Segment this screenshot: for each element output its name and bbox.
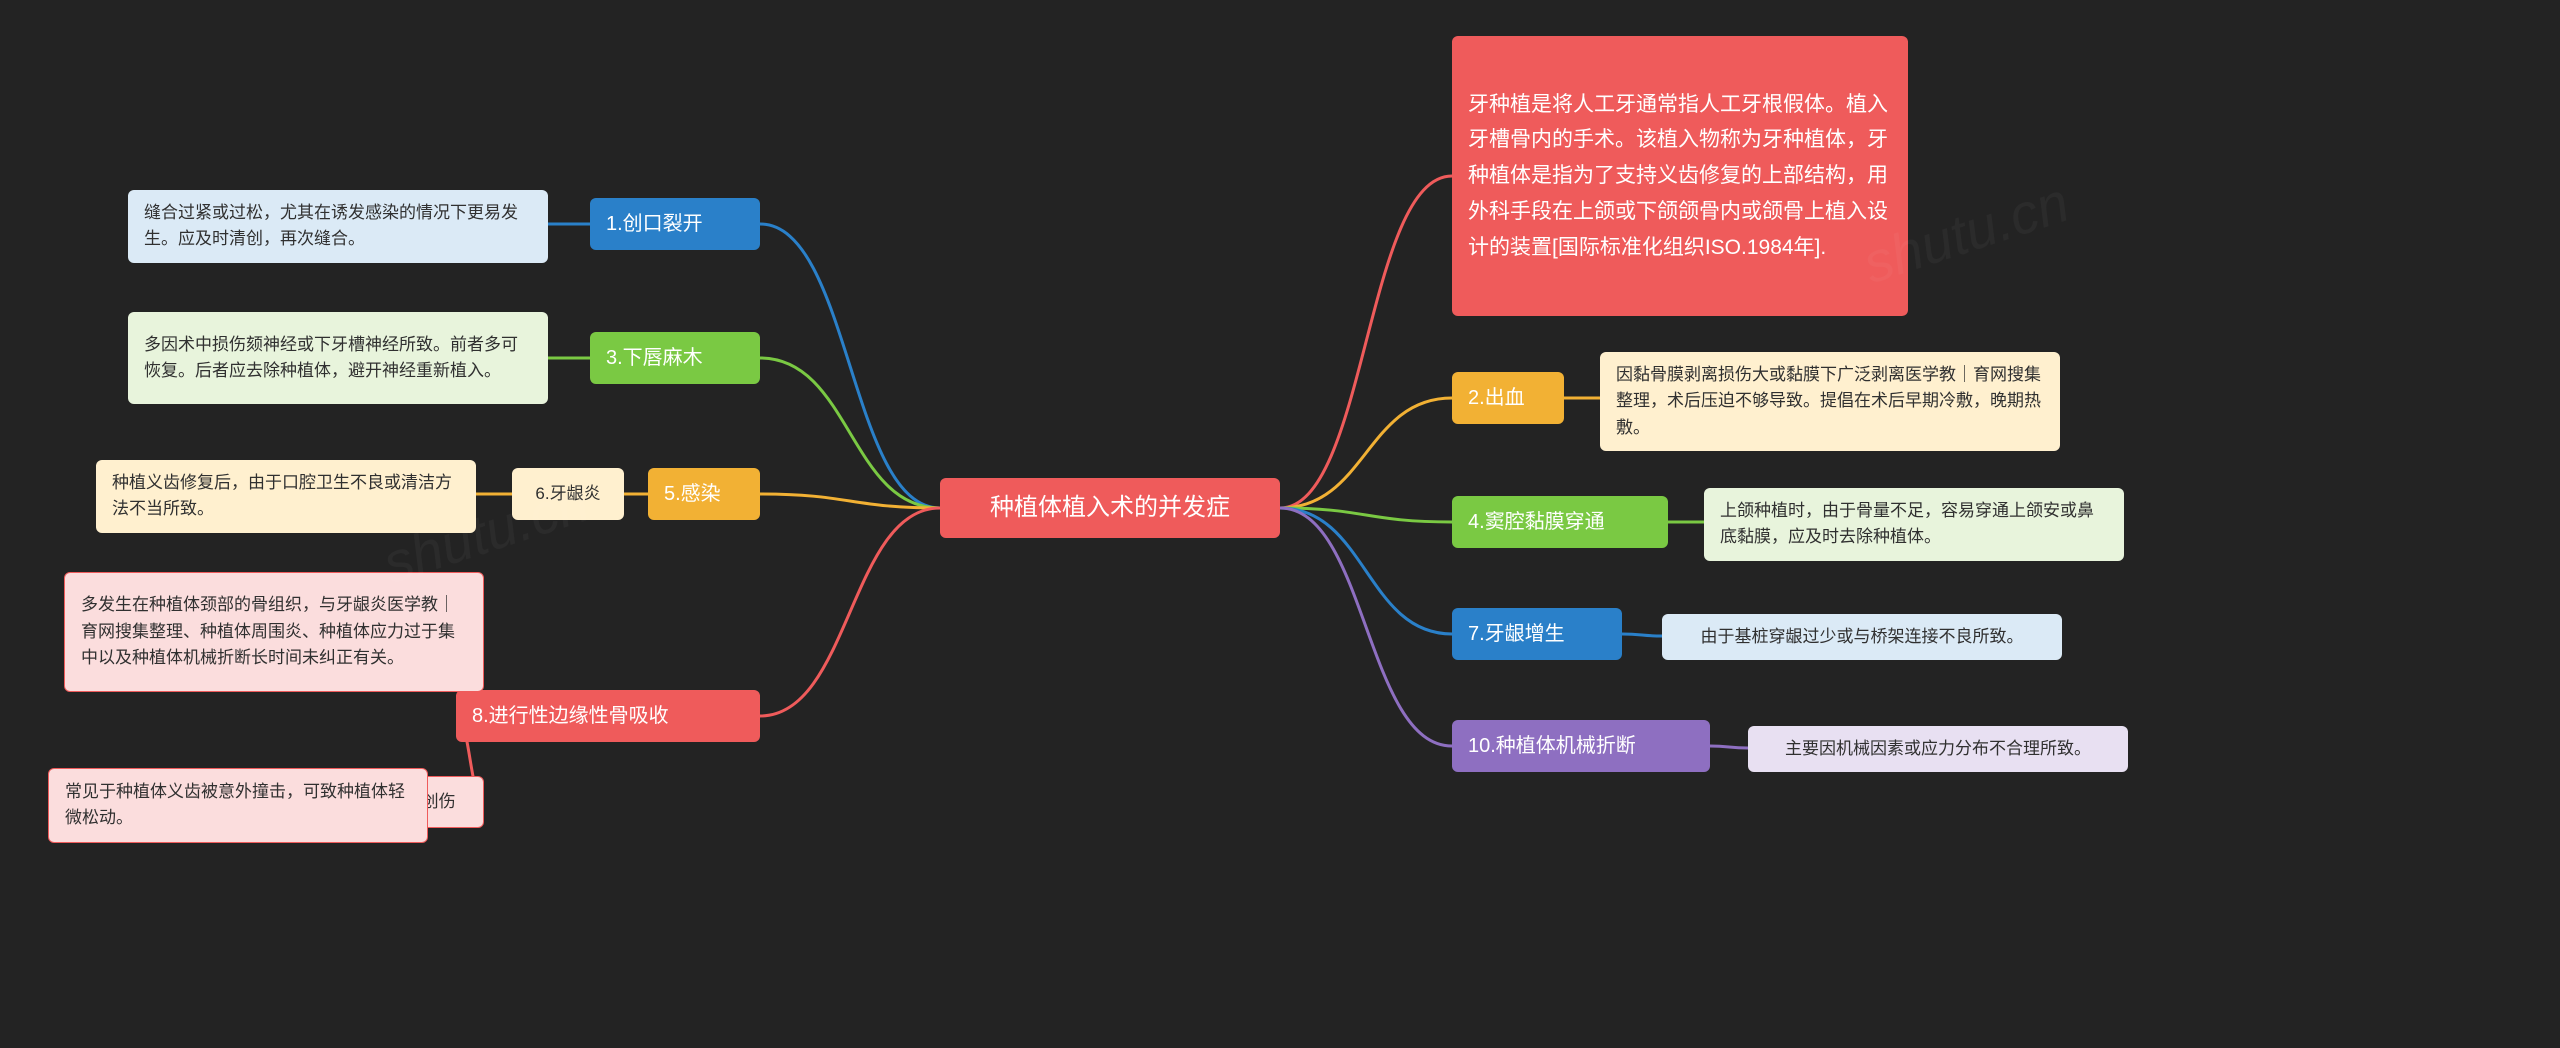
branch-r2: 2.出血 xyxy=(1452,372,1564,424)
intro-box: 牙种植是将人工牙通常指人工牙根假体。植入牙槽骨内的手术。该植入物称为牙种植体，牙… xyxy=(1452,36,1908,316)
branch-r10: 10.种植体机械折断 xyxy=(1452,720,1710,772)
connector xyxy=(1280,508,1452,746)
connector xyxy=(1280,398,1452,508)
connector xyxy=(760,224,940,508)
leaf-r7: 由于基桩穿龈过少或与桥架连接不良所致。 xyxy=(1662,614,2062,660)
branch-b5: 5.感染 xyxy=(648,468,760,520)
connector xyxy=(1622,634,1662,636)
leaf-b3: 多因术中损伤颏神经或下牙槽神经所致。前者多可恢复。后者应去除种植体，避开神经重新… xyxy=(128,312,548,404)
leaf-b6: 6.牙龈炎 xyxy=(512,468,624,520)
leaf-b1: 缝合过紧或过松，尤其在诱发感染的情况下更易发生。应及时清创，再次缝合。 xyxy=(128,190,548,263)
leaf-b8-0: 多发生在种植体颈部的骨组织，与牙龈炎医学教｜育网搜集整理、种植体周围炎、种植体应… xyxy=(64,572,484,692)
center-node: 种植体植入术的并发症 xyxy=(940,478,1280,538)
branch-b8: 8.进行性边缘性骨吸收 xyxy=(456,690,760,742)
subleaf-b9: 常见于种植体义齿被意外撞击，可致种植体轻微松动。 xyxy=(48,768,428,843)
connector xyxy=(760,508,940,716)
branch-b1: 1.创口裂开 xyxy=(590,198,760,250)
branch-b3: 3.下唇麻木 xyxy=(590,332,760,384)
connector xyxy=(760,358,940,508)
subleaf-b6: 种植义齿修复后，由于口腔卫生不良或清洁方法不当所致。 xyxy=(96,460,476,533)
leaf-r4: 上颌种植时，由于骨量不足，容易穿通上颌安或鼻底黏膜，应及时去除种植体。 xyxy=(1704,488,2124,561)
leaf-r2: 因黏骨膜剥离损伤大或黏膜下广泛剥离医学教｜育网搜集整理，术后压迫不够导致。提倡在… xyxy=(1600,352,2060,451)
connector xyxy=(1280,508,1452,634)
branch-r4: 4.窦腔黏膜穿通 xyxy=(1452,496,1668,548)
branch-r7: 7.牙龈增生 xyxy=(1452,608,1622,660)
connector xyxy=(1280,176,1452,508)
connector xyxy=(1710,746,1748,748)
leaf-r10: 主要因机械因素或应力分布不合理所致。 xyxy=(1748,726,2128,772)
